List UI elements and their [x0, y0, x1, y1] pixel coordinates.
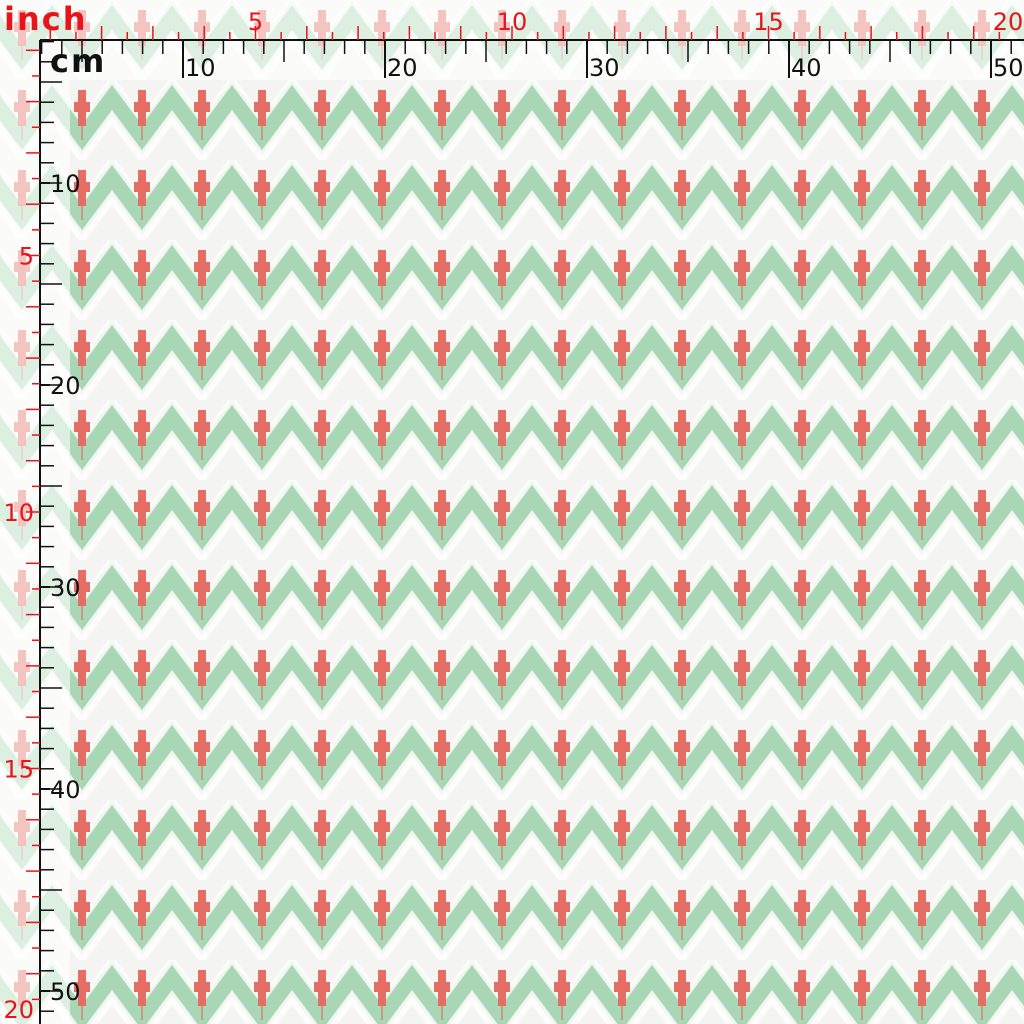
cm-label: cm: [50, 42, 106, 80]
cm-tick-label: 40: [791, 54, 822, 82]
cm-tick-label: 10: [50, 170, 81, 198]
minor-ticks: [26, 26, 1012, 1012]
inch-tick-label: 20: [993, 8, 1024, 36]
inch-tick-label: 5: [248, 8, 263, 36]
cm-tick-label: 20: [387, 54, 418, 82]
inch-tick-label: 15: [753, 8, 784, 36]
cm-tick-label: 10: [185, 54, 216, 82]
inch-label: inch: [4, 0, 88, 38]
left-ruler-band: [0, 80, 70, 1024]
cm-tick-label: 20: [50, 372, 81, 400]
inch-tick-label: 10: [3, 499, 34, 527]
cm-tick-label: 30: [50, 574, 81, 602]
inch-tick-label: 5: [19, 243, 34, 271]
inch-tick-label: 20: [3, 996, 34, 1024]
inch-tick-label: 15: [3, 756, 34, 784]
cm-tick-label: 30: [589, 54, 620, 82]
cm-tick-label: 50: [50, 978, 81, 1006]
cm-tick-label: 40: [50, 776, 81, 804]
inch-tick-label: 10: [497, 8, 528, 36]
cm-tick-label: 50: [993, 54, 1024, 82]
